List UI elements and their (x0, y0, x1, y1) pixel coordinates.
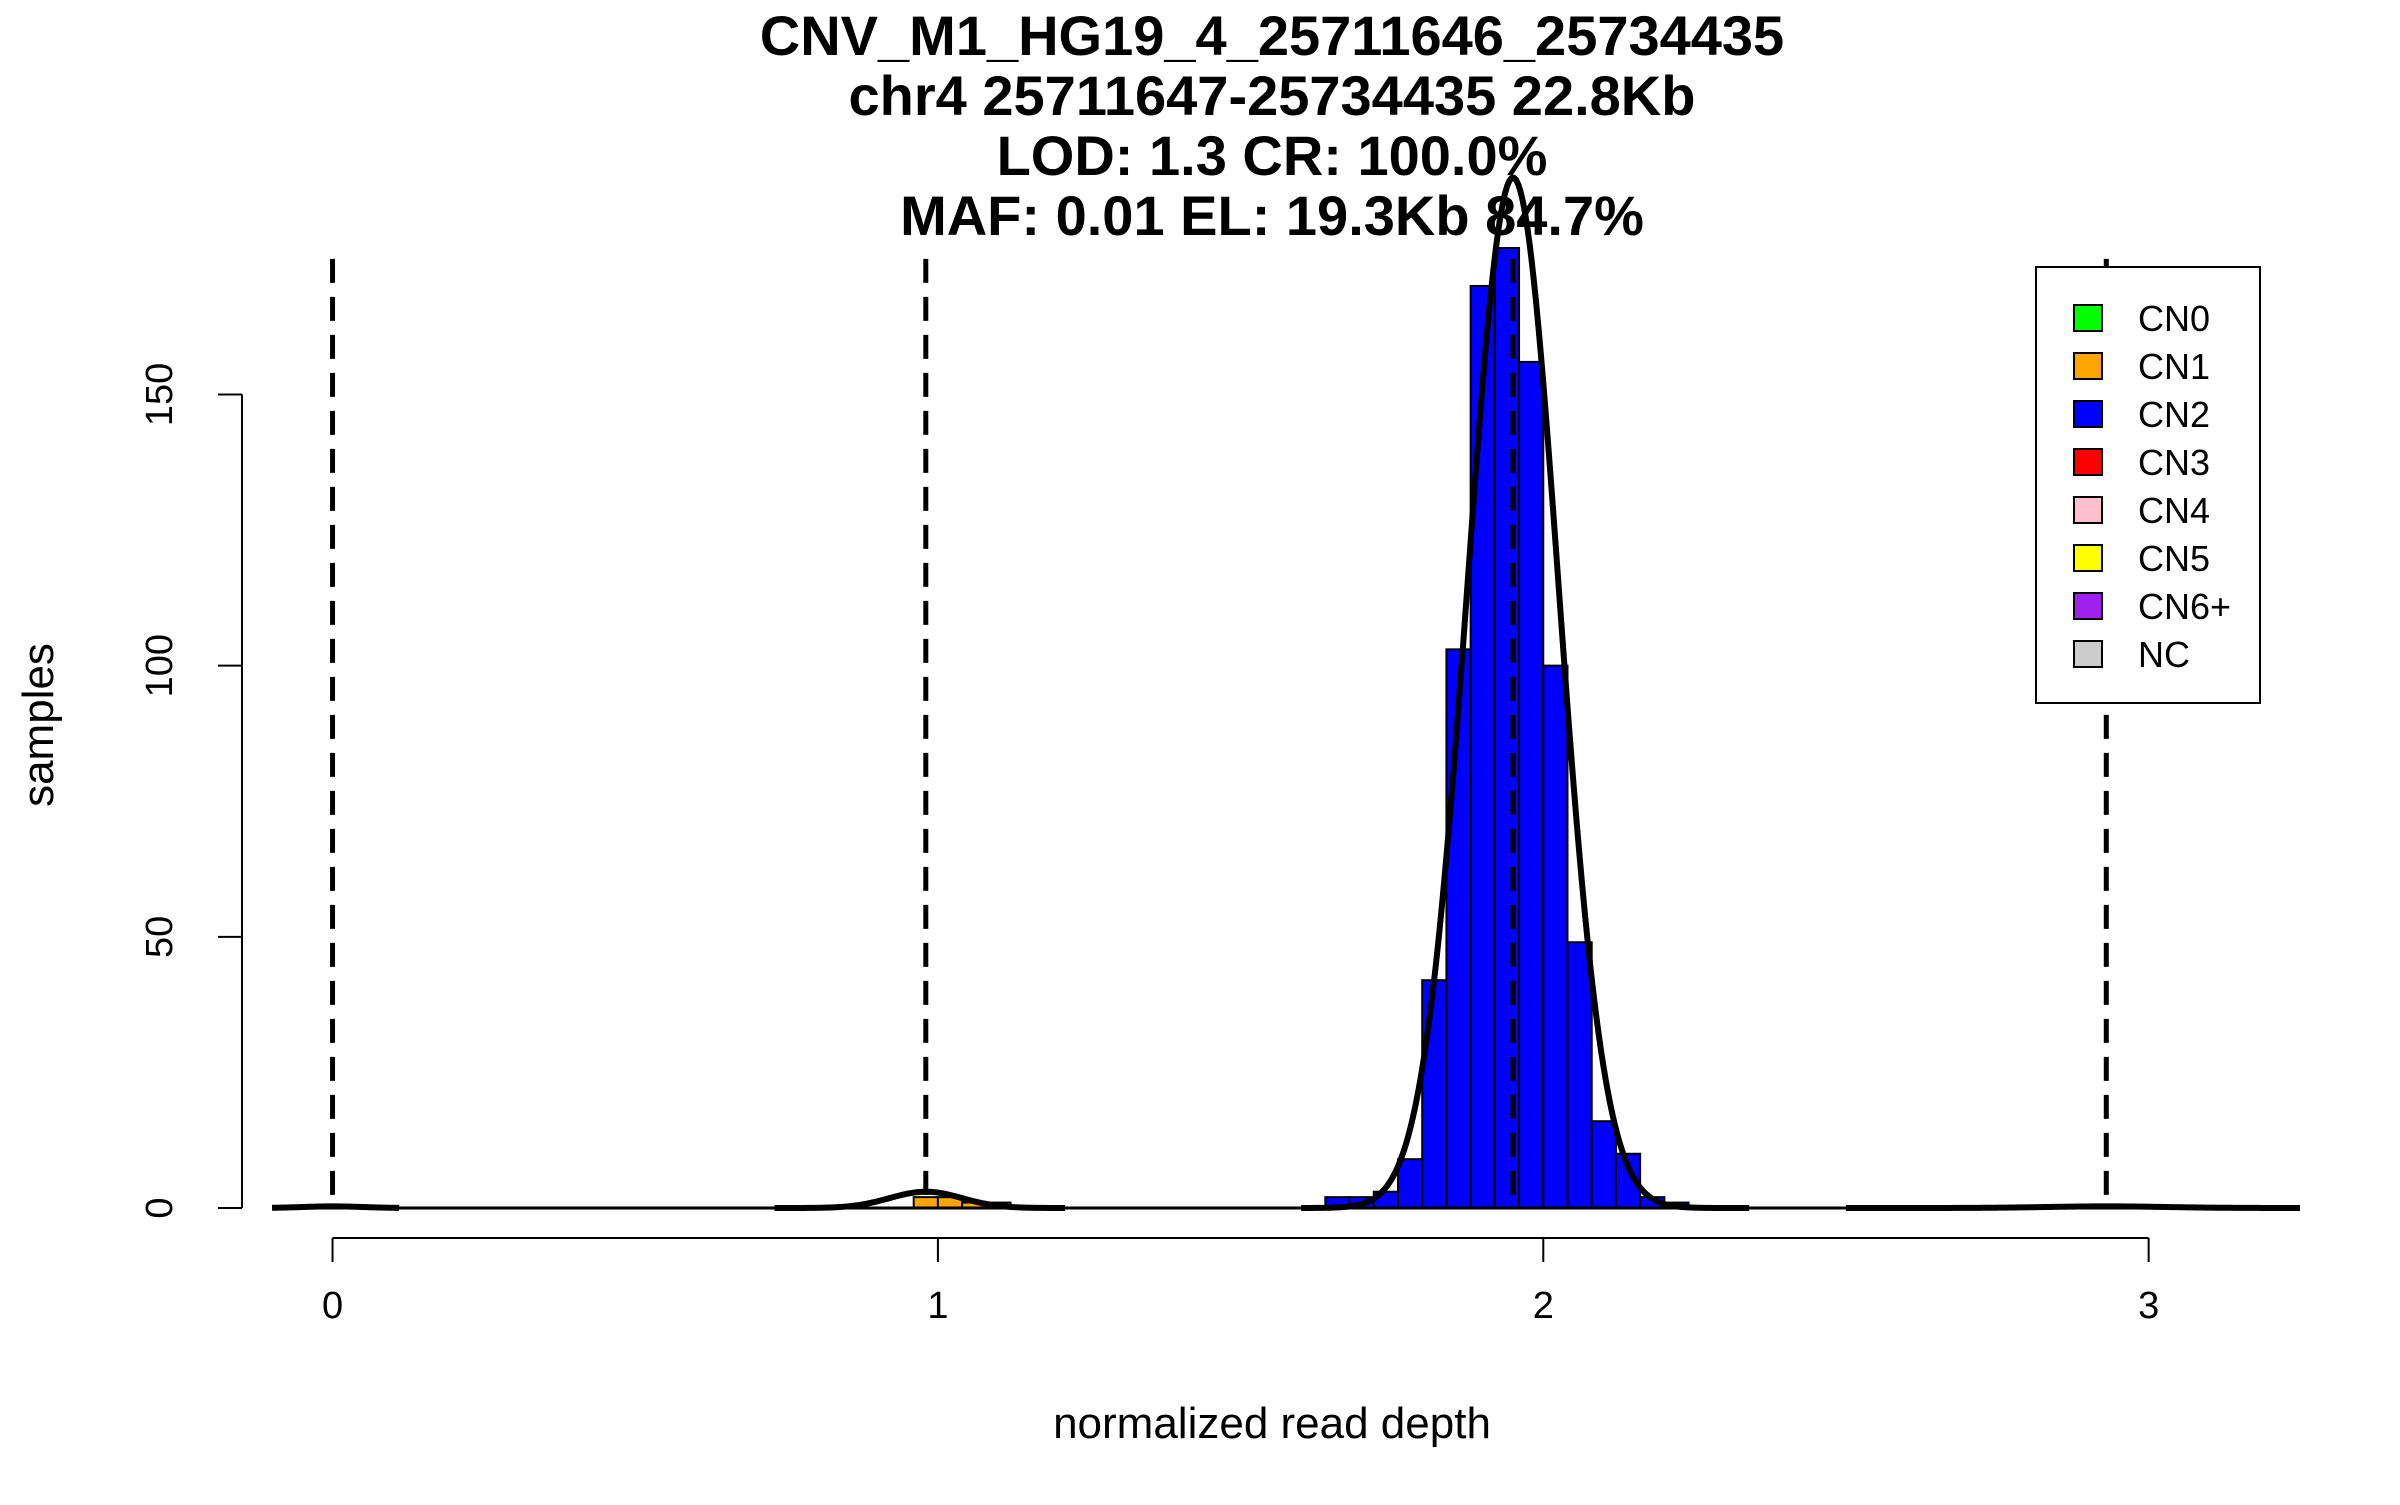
bar-cn2-10 (1469, 284, 1496, 1210)
y-tick-label-150: 150 (139, 363, 181, 426)
title-line-1: CNV_M1_HG19_4_25711646_25734435 (760, 4, 1784, 67)
legend-label-cn1: CN1 (2138, 346, 2210, 387)
legend: CN0 CN1 CN2 CN3 CN4 CN5 CN6+ NC (2035, 266, 2261, 704)
title-line-4: MAF: 0.01 EL: 19.3Kb 84.7% (900, 184, 1644, 247)
legend-swatch-cn1 (2073, 352, 2103, 380)
legend-label-cn0: CN0 (2138, 298, 2210, 339)
legend-box (2035, 266, 2261, 704)
legend-label-cn5: CN5 (2138, 538, 2210, 579)
legend-swatch-nc (2073, 640, 2103, 668)
legend-swatch-cn2 (2073, 400, 2103, 428)
legend-swatch-cn3 (2073, 448, 2103, 476)
legend-label-cn4: CN4 (2138, 490, 2210, 531)
bar-cn2-12 (1518, 360, 1545, 1209)
x-tick-label-0: 0 (322, 1285, 343, 1327)
title-line-3: LOD: 1.3 CR: 100.0% (997, 124, 1548, 187)
y-tick-label-100: 100 (139, 634, 181, 697)
x-axis-title: normalized read depth (1053, 1399, 1491, 1448)
title-line-2: chr4 25711647-25734435 22.8Kb (849, 64, 1696, 127)
legend-swatch-cn4 (2073, 496, 2103, 524)
x-tick-label-1: 1 (927, 1285, 948, 1327)
chart-title: CNV_M1_HG19_4_25711646_25734435 chr4 257… (760, 4, 1784, 247)
bar-cn2-14 (1566, 941, 1593, 1209)
bar-cn2-15 (1590, 1120, 1617, 1209)
bar-cn2-8 (1421, 979, 1448, 1210)
legend-swatch-cn5 (2073, 544, 2103, 572)
legend-swatch-cn6plus (2073, 592, 2103, 620)
y-tick-label-0: 0 (139, 1197, 181, 1218)
x-tick-label-3: 3 (2138, 1285, 2159, 1327)
x-tick-label-2: 2 (1533, 1285, 1554, 1327)
legend-entries: CN0 CN1 CN2 CN3 CN4 CN5 CN6+ NC (2073, 298, 2231, 675)
bars-layer (912, 247, 1690, 1210)
bar-cn2-13 (1542, 664, 1569, 1209)
cn-reference-lines (330, 258, 2109, 1208)
legend-label-nc: NC (2138, 634, 2190, 675)
legend-swatch-cn0 (2073, 304, 2103, 332)
density-curve-cn2 (1300, 174, 1750, 1211)
y-tick-label-50: 50 (139, 916, 181, 958)
density-curves-layer (269, 174, 2301, 1211)
bar-cn2-7 (1396, 1158, 1424, 1209)
y-axis-title: samples (14, 643, 63, 807)
legend-label-cn6plus: CN6+ (2138, 586, 2231, 627)
legend-label-cn2: CN2 (2138, 394, 2210, 435)
axes-layer: 0 1 2 3 0 50 100 150 (139, 363, 2300, 1327)
bar-cn1-0 (912, 1196, 939, 1210)
legend-label-cn3: CN3 (2138, 442, 2210, 483)
